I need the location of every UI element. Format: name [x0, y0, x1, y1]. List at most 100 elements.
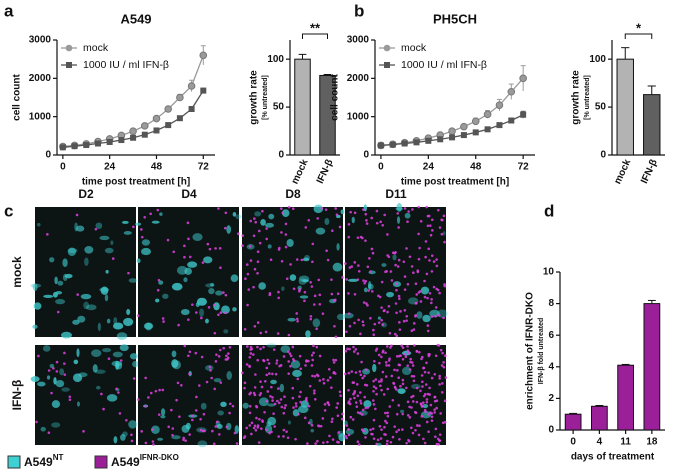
cell-dko: [417, 205, 421, 209]
cell-nt: [51, 400, 61, 408]
cell-dko: [415, 424, 419, 427]
cell-dko: [384, 433, 387, 436]
cell-dko: [395, 430, 398, 434]
cell-nt: [399, 409, 405, 413]
cell-dko: [430, 415, 434, 419]
cell-dko: [335, 213, 339, 216]
cell-nt: [104, 247, 114, 254]
cell-dko: [406, 400, 410, 404]
cell-dko: [253, 386, 257, 389]
cell-dko: [407, 351, 410, 355]
cell-dko: [228, 345, 232, 349]
micrograph: [136, 344, 239, 448]
cell-dko: [218, 247, 222, 250]
cell-nt: [155, 298, 160, 303]
cell-dko: [347, 223, 351, 226]
cell-dko: [63, 362, 66, 365]
cell-dko: [415, 301, 418, 305]
row-label: IFN-β: [10, 380, 24, 411]
cell-dko: [318, 379, 322, 382]
cell-dko: [316, 439, 319, 443]
significance-label: **: [310, 20, 321, 35]
cell-dko: [433, 408, 436, 411]
cell-dko: [406, 220, 409, 224]
cell-dko: [442, 365, 446, 369]
cell-dko: [311, 374, 314, 378]
cell-dko: [434, 354, 438, 358]
cell-dko: [405, 247, 408, 250]
cell-dko: [214, 247, 217, 250]
cell-dko: [427, 354, 431, 358]
cell-dko: [424, 240, 428, 243]
cell-dko: [187, 354, 190, 358]
cell-dko: [188, 372, 191, 376]
cell-nt: [223, 329, 229, 334]
legend-marker: [383, 44, 391, 52]
cell-dko: [408, 255, 412, 259]
cell-nt: [436, 309, 448, 318]
cell-dko: [369, 270, 372, 273]
bar: [643, 303, 661, 431]
y-tick-label: 2: [548, 393, 554, 404]
marker: [199, 51, 208, 60]
cell-dko: [345, 424, 349, 427]
cell-dko: [245, 426, 249, 430]
cell-dko: [68, 398, 72, 402]
cell-dko: [439, 348, 443, 352]
cell-dko: [312, 351, 315, 355]
cell-dko: [317, 278, 321, 282]
cell-dko: [412, 271, 415, 274]
cell-nt: [183, 277, 188, 283]
marker: [472, 129, 479, 136]
cell-dko: [349, 415, 353, 419]
cell-dko: [102, 407, 105, 411]
cell-dko: [299, 390, 302, 394]
cell-dko: [405, 386, 408, 390]
cell-dko: [390, 344, 393, 347]
cell-nt: [33, 302, 42, 310]
cell-dko: [305, 399, 308, 402]
cell-dko: [381, 323, 385, 326]
cell-dko: [289, 263, 292, 266]
cell-nt: [292, 369, 302, 378]
cell-dko: [248, 404, 252, 408]
legend-label: 1000 IU / ml IFN-β: [401, 59, 487, 71]
cell-dko: [398, 328, 402, 331]
cell-dko: [265, 366, 269, 370]
cell-dko: [291, 207, 295, 211]
cell-dko: [254, 428, 258, 432]
cell-dko: [183, 255, 186, 259]
cell-dko: [341, 276, 344, 279]
cell-dko: [380, 428, 383, 431]
cell-dko: [330, 386, 333, 389]
cell-nt: [235, 214, 242, 220]
cell-dko: [364, 279, 368, 283]
cell-dko: [426, 214, 430, 218]
cell-dko: [430, 315, 434, 318]
cell-dko: [268, 292, 272, 295]
cell-dko: [363, 383, 367, 387]
cell-dko: [386, 310, 389, 314]
cell-dko: [348, 324, 352, 328]
cell-dko: [372, 333, 376, 336]
cell-nt: [32, 324, 38, 329]
cell-dko: [430, 298, 433, 301]
cell-dko: [434, 427, 438, 431]
cell-dko: [397, 376, 400, 380]
cell-nt: [221, 305, 230, 315]
cell-nt: [410, 383, 421, 390]
cell-dko: [327, 367, 331, 371]
cell-dko: [289, 364, 292, 368]
column-label: D4: [181, 187, 197, 201]
cell-dko: [427, 371, 430, 374]
cell-dko: [260, 427, 263, 430]
cell-dko: [415, 400, 419, 404]
cell-dko: [359, 401, 363, 405]
cell-dko: [222, 291, 225, 294]
marker: [129, 127, 137, 136]
cell-dko: [387, 304, 391, 308]
cell-dko: [339, 394, 342, 397]
cell-nt: [62, 273, 68, 282]
cell-dko: [282, 355, 286, 358]
marker: [140, 122, 149, 130]
